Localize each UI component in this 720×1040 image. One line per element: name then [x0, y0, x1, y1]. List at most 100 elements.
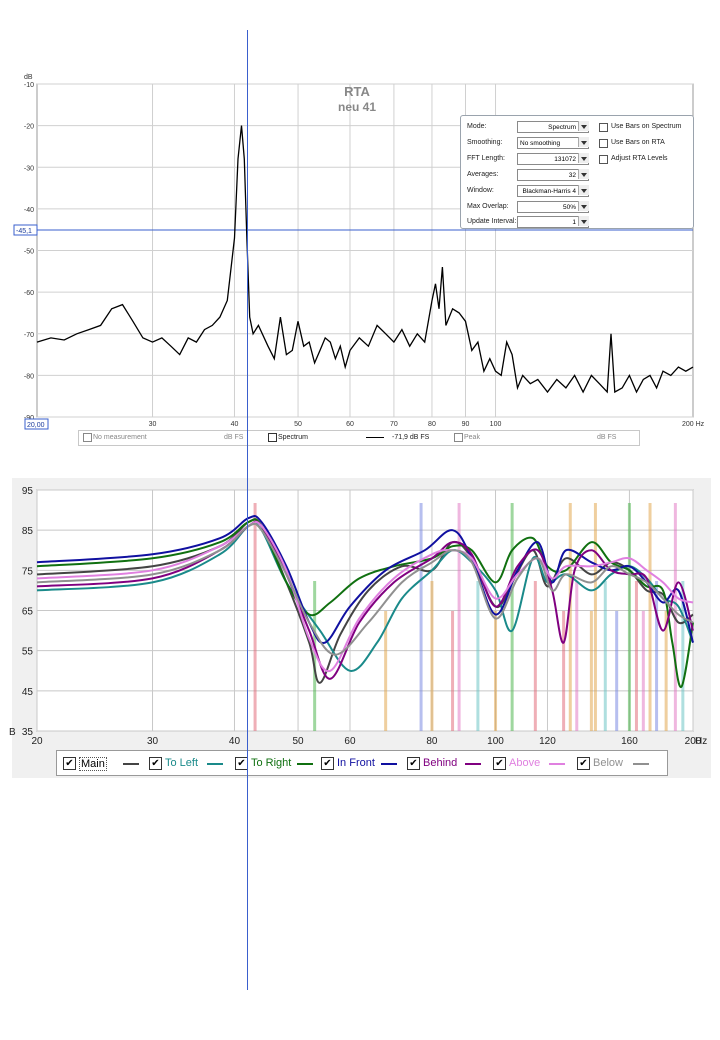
frequency-response-chart[interactable]: 20 30 40 50 60 80 100 120 160 200Hz95857565554535…	[0, 0, 720, 790]
checkbox-box[interactable]	[599, 155, 608, 164]
mode-marker	[451, 611, 455, 731]
fft-length-select[interactable]: 131072	[517, 153, 589, 165]
rta-x-tick-label: 40	[231, 421, 239, 428]
mode-marker	[510, 503, 514, 731]
rta-x-tick-label: 30	[149, 421, 157, 428]
checkbox-box[interactable]	[599, 123, 608, 132]
rta-spectrum-line	[36, 125, 694, 394]
rta-cursor-x-box	[24, 418, 49, 430]
rta-x-unit: 200 Hz	[682, 421, 705, 428]
update-interval-label: Update Interval:	[467, 218, 517, 225]
legend-label-to-right: To Right	[251, 757, 292, 769]
spectrum-value: -71,9 dB FS	[392, 434, 430, 441]
window-label: Window:	[467, 187, 494, 194]
mode-marker	[655, 581, 659, 731]
mode-marker	[568, 503, 572, 731]
rta-title: RTA	[344, 84, 370, 99]
fr-legend: ✔ Main ✔ To Left ✔ To Right ✔ In Front ✔…	[56, 750, 668, 776]
chevron-down-icon[interactable]	[578, 185, 589, 195]
mode-marker	[575, 581, 579, 731]
fr-x-tick-label: 60	[344, 736, 356, 747]
fr-x-tick-label: 50	[292, 736, 304, 747]
smoothing-select[interactable]: No smoothing	[517, 137, 589, 149]
rta-x-tick-label: 100	[490, 421, 502, 428]
mode-select[interactable]: Spectrum	[517, 121, 589, 133]
fr-series-line-above	[36, 521, 694, 673]
mode-marker	[384, 611, 388, 731]
chevron-down-icon[interactable]	[578, 153, 589, 163]
update-interval-row: Update Interval: 1	[467, 216, 589, 229]
mode-marker	[603, 581, 607, 731]
checkbox-checked-icon[interactable]: ✔	[577, 757, 590, 770]
mode-marker	[664, 611, 668, 731]
chevron-down-icon[interactable]	[578, 137, 589, 147]
frequency-cursor-line[interactable]	[247, 30, 248, 990]
fft-length-label: FFT Length:	[467, 155, 506, 162]
legend-label-to-left: To Left	[165, 757, 199, 769]
rta-y-tick-label: -20	[24, 124, 34, 131]
chevron-down-icon[interactable]	[578, 216, 589, 226]
mode-marker	[641, 611, 645, 731]
fr-x-tick-label: 120	[539, 736, 556, 747]
mode-marker	[589, 611, 593, 731]
legend-label-below: Below	[593, 757, 623, 769]
spectrum-line-swatch	[366, 437, 384, 438]
rta-y-tick-label: -80	[24, 373, 34, 380]
fr-x-tick-label: 80	[426, 736, 438, 747]
smoothing-row: Smoothing: No smoothing	[467, 137, 589, 150]
fr-x-tick-label: 100	[487, 736, 504, 747]
rta-x-tick-label: 80	[428, 421, 436, 428]
rta-x-tick-label: 90	[462, 421, 470, 428]
checkbox-checked-icon[interactable]: ✔	[63, 757, 76, 770]
fr-x-unit-label: Hz	[695, 736, 707, 747]
legend-swatch-to-left	[207, 763, 223, 765]
checkbox-checked-icon[interactable]: ✔	[493, 757, 506, 770]
rta-y-unit: dB	[24, 74, 33, 81]
rta-y-tick-label: -70	[24, 332, 34, 339]
legend-swatch-below	[633, 763, 649, 765]
peak-label: Peak	[464, 434, 480, 441]
rta-settings-panel: Mode: Spectrum Smoothing: No smoothing F…	[460, 115, 694, 229]
window-select[interactable]: Blackman-Harris 4	[517, 185, 589, 197]
legend-swatch-main	[123, 763, 139, 765]
checkbox-checked-icon[interactable]: ✔	[407, 757, 420, 770]
mode-marker	[648, 503, 652, 731]
fr-x-tick-label: 20	[31, 736, 43, 747]
checkbox-checked-icon[interactable]: ✔	[321, 757, 334, 770]
rta-legend: No measurement dB FS Spectrum -71,9 dB F…	[78, 430, 640, 446]
spectrum-label: Spectrum	[278, 434, 308, 441]
fr-x-tick-label: 160	[621, 736, 638, 747]
no-measurement-checkbox[interactable]	[83, 433, 92, 442]
mode-marker	[627, 503, 631, 731]
mode-row: Mode: Spectrum	[467, 121, 589, 134]
rta-y-tick-label: -10	[24, 82, 34, 89]
rta-y-tick-label: -50	[24, 249, 34, 256]
chevron-down-icon[interactable]	[578, 169, 589, 179]
use-bars-rta-label: Use Bars on RTA	[611, 139, 665, 146]
chevron-down-icon[interactable]	[578, 121, 589, 131]
legend-swatch-above	[549, 763, 565, 765]
mode-marker	[494, 611, 498, 731]
fr-y-tick-label: 95	[22, 486, 34, 497]
use-bars-spectrum-label: Use Bars on Spectrum	[611, 123, 682, 130]
max-overlap-label: Max Overlap:	[467, 203, 509, 210]
update-interval-select[interactable]: 1	[517, 216, 589, 228]
spectrum-checkbox[interactable]	[268, 433, 277, 442]
rta-cursor-value: -45,1	[16, 228, 32, 235]
checkbox-box[interactable]	[599, 139, 608, 148]
legend-swatch-in-front	[381, 763, 397, 765]
mode-marker	[313, 581, 317, 731]
adjust-rta-levels-label: Adjust RTA Levels	[611, 155, 668, 162]
legend-swatch-to-right	[297, 763, 313, 765]
rta-x-tick-label: 60	[346, 421, 354, 428]
rta-y-tick-label: -60	[24, 290, 34, 297]
legend-swatch-behind	[465, 763, 481, 765]
fr-series-line-below	[36, 522, 694, 656]
window-row: Window: Blackman-Harris 4	[467, 185, 589, 198]
rta-x-tick-label: 70	[390, 421, 398, 428]
chevron-down-icon[interactable]	[578, 201, 589, 211]
peak-checkbox[interactable]	[454, 433, 463, 442]
fft-length-row: FFT Length: 131072	[467, 153, 589, 166]
checkbox-checked-icon[interactable]: ✔	[149, 757, 162, 770]
averages-select[interactable]: 32	[517, 169, 589, 181]
